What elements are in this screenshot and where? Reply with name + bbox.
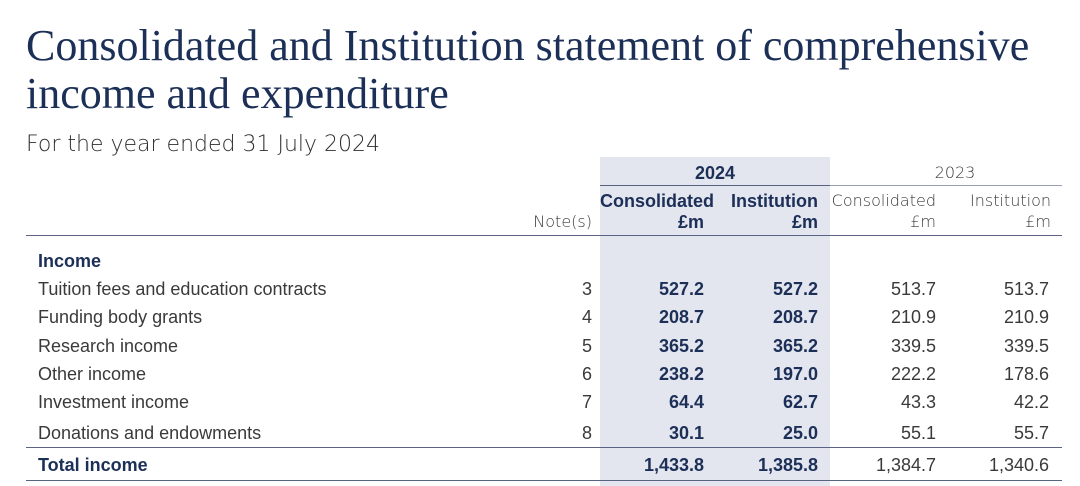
row-value-2024-institution: 208.7 bbox=[772, 307, 818, 327]
row-value-2024-institution: 365.2 bbox=[772, 336, 818, 356]
col-2024-consolidated-header: Consolidated bbox=[600, 191, 715, 211]
row-value-2023-consolidated: 210.9 bbox=[890, 307, 936, 327]
row-value-2023-institution: 178.6 bbox=[1003, 364, 1049, 384]
total-2023-institution: 1,340.6 bbox=[988, 455, 1049, 475]
row-label: Research income bbox=[38, 336, 179, 356]
row-value-2023-institution: 513.7 bbox=[1003, 279, 1049, 299]
row-value-2023-consolidated: 222.2 bbox=[890, 364, 936, 384]
row-value-2024-institution: 25.0 bbox=[782, 423, 818, 443]
row-note: 5 bbox=[581, 336, 592, 356]
row-note: 4 bbox=[581, 307, 592, 327]
row-note: 7 bbox=[581, 392, 592, 412]
row-note: 6 bbox=[581, 364, 592, 384]
row-label: Tuition fees and education contracts bbox=[38, 279, 327, 299]
row-value-2023-consolidated: 43.3 bbox=[900, 392, 936, 412]
row-value-2024-institution: 197.0 bbox=[772, 364, 818, 384]
row-value-2023-consolidated: 55.1 bbox=[900, 423, 936, 443]
current-year-highlight bbox=[600, 157, 830, 486]
header-rule bbox=[26, 235, 1062, 236]
total-2024-institution: 1,385.8 bbox=[757, 455, 818, 475]
year-2023-underline bbox=[830, 185, 1062, 186]
row-value-2024-consolidated: 64.4 bbox=[668, 392, 704, 412]
page-title: Consolidated and Institution statement o… bbox=[26, 21, 1030, 118]
row-label: Funding body grants bbox=[38, 307, 203, 327]
row-note: 8 bbox=[581, 423, 592, 443]
row-label: Other income bbox=[38, 364, 147, 384]
row-value-2023-consolidated: 513.7 bbox=[890, 279, 936, 299]
row-value-2024-consolidated: 365.2 bbox=[658, 336, 704, 356]
col-2024-consolidated-unit: £m bbox=[677, 212, 704, 232]
total-2023-consolidated: 1,384.7 bbox=[875, 455, 936, 475]
row-value-2024-consolidated: 30.1 bbox=[668, 423, 704, 443]
section-heading-income: Income bbox=[38, 251, 102, 271]
total-bottom-rule bbox=[26, 480, 1062, 481]
col-2023-institution-header: Institution bbox=[970, 191, 1051, 210]
year-2024-header: 2024 bbox=[694, 163, 736, 183]
total-top-rule bbox=[26, 447, 1062, 448]
row-value-2024-institution: 527.2 bbox=[772, 279, 818, 299]
row-label: Investment income bbox=[38, 392, 190, 412]
row-value-2023-institution: 42.2 bbox=[1013, 392, 1049, 412]
row-value-2023-consolidated: 339.5 bbox=[890, 336, 936, 356]
note-column-header: Note(s) bbox=[533, 212, 592, 231]
col-2024-institution-header: Institution bbox=[731, 191, 818, 211]
row-value-2023-institution: 55.7 bbox=[1013, 423, 1049, 443]
page-subtitle: For the year ended 31 July 2024 bbox=[26, 132, 381, 157]
row-note: 3 bbox=[581, 279, 592, 299]
total-label: Total income bbox=[38, 455, 148, 475]
row-value-2024-consolidated: 527.2 bbox=[658, 279, 704, 299]
year-2023-header: 2023 bbox=[934, 163, 976, 182]
year-2024-underline bbox=[600, 185, 830, 186]
col-2023-institution-unit: £m bbox=[1025, 212, 1051, 231]
row-value-2024-consolidated: 238.2 bbox=[658, 364, 704, 384]
col-2024-institution-unit: £m bbox=[791, 212, 818, 232]
total-2024-consolidated: 1,433.8 bbox=[643, 455, 704, 475]
row-value-2023-institution: 339.5 bbox=[1003, 336, 1049, 356]
col-2023-consolidated-header: Consolidated bbox=[831, 191, 936, 210]
row-value-2024-consolidated: 208.7 bbox=[658, 307, 704, 327]
row-value-2024-institution: 62.7 bbox=[782, 392, 818, 412]
row-value-2023-institution: 210.9 bbox=[1003, 307, 1049, 327]
col-2023-consolidated-unit: £m bbox=[910, 212, 936, 231]
row-label: Donations and endowments bbox=[38, 423, 262, 443]
